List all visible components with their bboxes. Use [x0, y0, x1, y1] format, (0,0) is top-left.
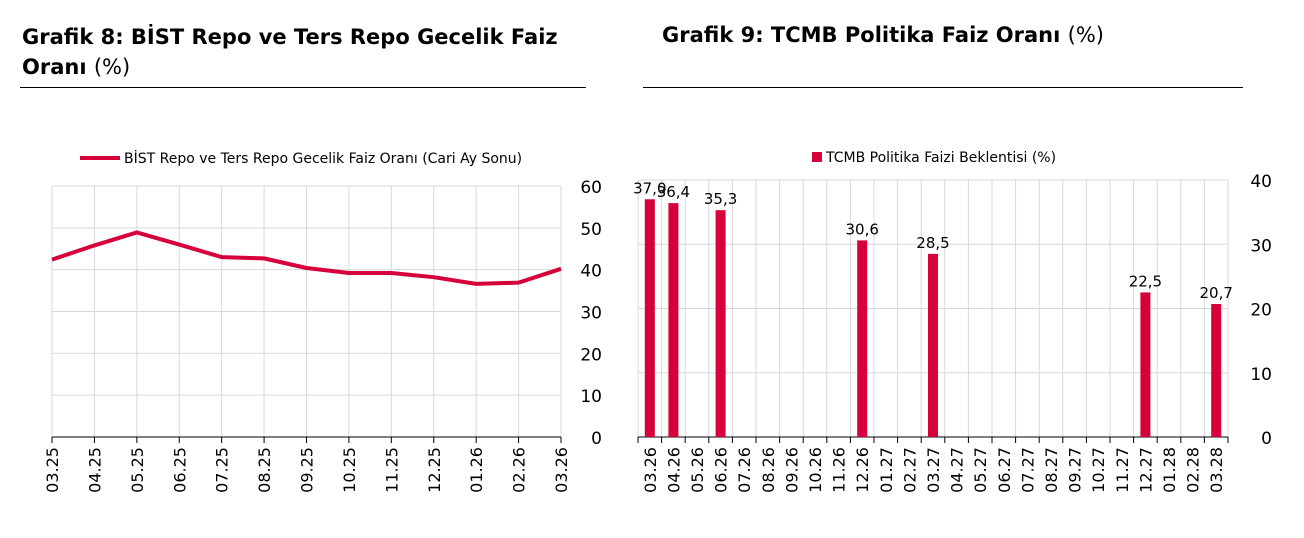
bar — [1140, 292, 1151, 437]
x-tick-label: 06.25 — [170, 447, 189, 493]
x-tick-label: 10.26 — [806, 447, 825, 493]
x-tick-label: 03.28 — [1207, 447, 1226, 493]
x-tick-label: 11.26 — [830, 447, 849, 493]
data-label: 35,3 — [704, 190, 737, 208]
chart8-title-unit: (%) — [93, 55, 131, 79]
x-tick-label: 05.25 — [128, 447, 147, 493]
x-tick-label: 05.26 — [688, 447, 707, 493]
x-tick-label: 11.27 — [1113, 447, 1132, 493]
x-tick-label: 11.25 — [382, 447, 401, 493]
x-tick-label: 04.26 — [664, 447, 683, 493]
x-tick-label: 09.27 — [1066, 447, 1085, 493]
y-tick-label: 0 — [1261, 429, 1272, 449]
x-tick-label: 03.26 — [552, 447, 571, 493]
x-tick-label: 10.25 — [340, 447, 359, 493]
x-tick-label: 07.27 — [1018, 447, 1037, 493]
data-label: 28,5 — [916, 234, 949, 252]
x-tick-label: 08.27 — [1042, 447, 1061, 493]
bar — [857, 240, 868, 437]
legend-label: BİST Repo ve Ters Repo Gecelik Faiz Oran… — [124, 149, 522, 167]
x-tick-label: 06.26 — [712, 447, 731, 493]
chart8-divider — [20, 87, 586, 88]
x-tick-label: 07.26 — [735, 447, 754, 493]
chart9-title-text: Grafik 9: TCMB Politika Faiz Oranı — [662, 23, 1061, 47]
y-tick-label: 40 — [580, 262, 602, 282]
chart9-title-unit: (%) — [1067, 23, 1104, 47]
y-tick-label: 60 — [580, 178, 602, 198]
data-label: 37,0 — [633, 179, 666, 197]
y-tick-label: 0 — [591, 429, 602, 449]
x-tick-label: 03.25 — [43, 447, 62, 493]
x-tick-label: 09.25 — [298, 447, 317, 493]
x-tick-label: 01.27 — [877, 447, 896, 493]
chart8-title-text: Grafik 8: BİST Repo ve Ters Repo Gecelik… — [22, 25, 558, 79]
legend-label: TCMB Politika Faizi Beklentisi (%) — [825, 150, 1056, 166]
data-label: 22,5 — [1129, 272, 1162, 290]
x-tick-label: 08.25 — [255, 447, 274, 493]
x-tick-label: 04.27 — [948, 447, 967, 493]
bar — [1211, 304, 1222, 437]
data-label: 30,6 — [845, 220, 878, 238]
x-tick-label: 08.26 — [759, 447, 778, 493]
y-tick-label: 20 — [580, 345, 602, 365]
x-tick-label: 09.26 — [782, 447, 801, 493]
chart9-divider — [643, 87, 1243, 88]
x-tick-label: 05.27 — [971, 447, 990, 493]
x-tick-label: 04.25 — [85, 447, 104, 493]
bar — [715, 210, 726, 437]
data-label: 36,4 — [657, 183, 690, 201]
x-tick-label: 12.27 — [1136, 447, 1155, 493]
x-tick-label: 12.26 — [853, 447, 872, 493]
y-tick-label: 20 — [1250, 301, 1272, 321]
chart8-title: Grafik 8: BİST Repo ve Ters Repo Gecelik… — [22, 22, 592, 82]
x-tick-label: 06.27 — [995, 447, 1014, 493]
legend-square-icon — [812, 152, 822, 162]
x-tick-label: 01.28 — [1160, 447, 1179, 493]
y-tick-label: 30 — [580, 304, 602, 324]
x-tick-label: 03.26 — [641, 447, 660, 493]
x-tick-label: 03.27 — [924, 447, 943, 493]
x-tick-label: 01.26 — [467, 447, 486, 493]
y-tick-label: 30 — [1250, 236, 1272, 256]
bar — [928, 253, 938, 437]
x-tick-label: 02.27 — [900, 447, 919, 493]
chart9-title: Grafik 9: TCMB Politika Faiz Oranı (%) — [662, 20, 1302, 50]
x-tick-label: 02.26 — [510, 447, 529, 493]
x-tick-label: 12.25 — [425, 447, 444, 493]
y-tick-label: 10 — [580, 387, 602, 407]
x-tick-label: 10.27 — [1089, 447, 1108, 493]
data-label: 20,7 — [1199, 284, 1232, 302]
y-tick-label: 10 — [1250, 365, 1272, 385]
y-tick-label: 50 — [580, 220, 602, 240]
x-tick-label: 07.25 — [213, 447, 232, 493]
y-tick-label: 40 — [1250, 172, 1272, 192]
bar — [668, 203, 679, 437]
bar — [644, 199, 655, 437]
x-tick-label: 02.28 — [1184, 447, 1203, 493]
